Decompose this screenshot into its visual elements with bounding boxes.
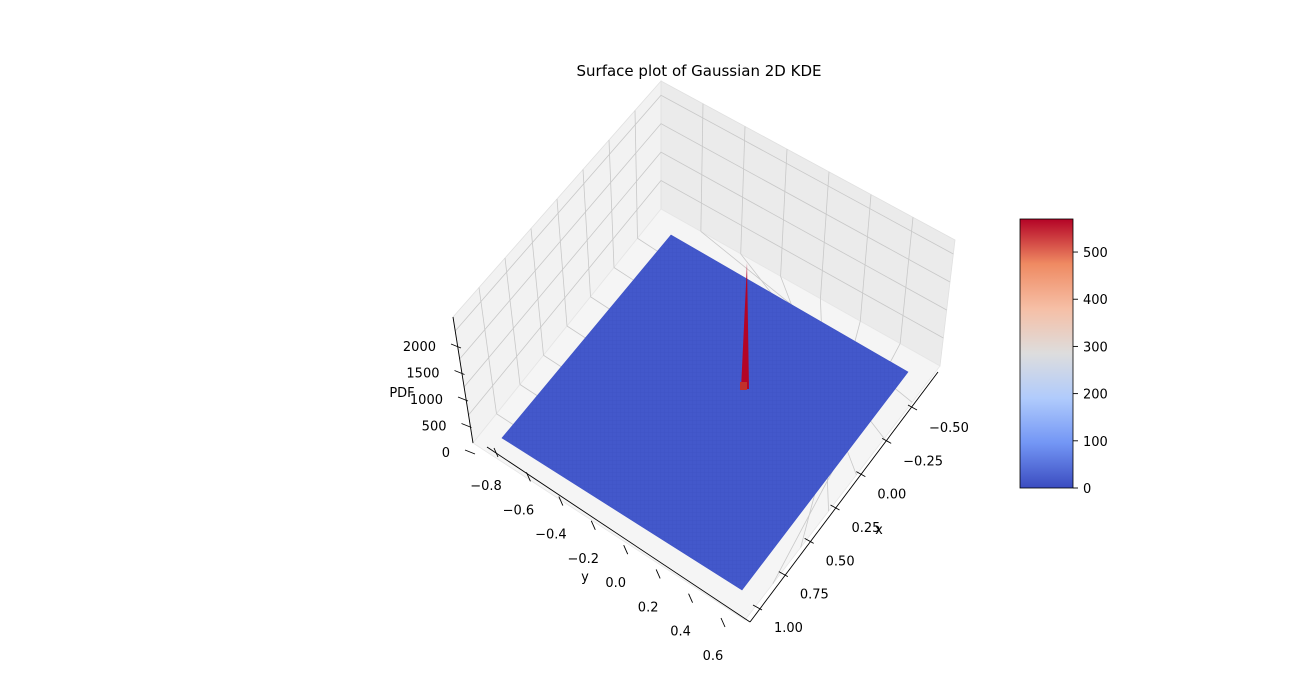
grid-line bbox=[820, 171, 830, 299]
y-tick bbox=[558, 496, 564, 506]
colorbar-tick-label: 500 bbox=[1083, 246, 1108, 261]
grid-line bbox=[582, 169, 591, 297]
x-tick-label: 0.00 bbox=[877, 488, 906, 503]
grid-line bbox=[608, 139, 615, 268]
x-tick bbox=[778, 571, 789, 578]
z-tick-label: 1000 bbox=[410, 393, 443, 408]
colorbar-tick-label: 300 bbox=[1083, 340, 1108, 355]
z-tick bbox=[450, 343, 462, 349]
x-axis-line bbox=[749, 371, 939, 623]
colorbar-tick-label: 200 bbox=[1083, 388, 1108, 403]
x-tick-label: 0.25 bbox=[852, 521, 881, 536]
z-tick-label: 1500 bbox=[406, 367, 439, 382]
z-axis-label: PDF bbox=[389, 386, 414, 401]
x-tick-label: 0.75 bbox=[800, 588, 829, 603]
colorbar-tick-label: 400 bbox=[1083, 293, 1108, 308]
x-tick bbox=[907, 404, 918, 411]
z-ticks: 0 500 1000 1500 2000 bbox=[403, 340, 476, 461]
y-tick-label: −0.8 bbox=[470, 479, 502, 494]
x-tick-label: −0.50 bbox=[929, 421, 969, 436]
colorbar-tick-label: 100 bbox=[1083, 435, 1108, 450]
surface-peak-base bbox=[740, 382, 747, 390]
grid-line bbox=[454, 94, 954, 332]
chart-title: Surface plot of Gaussian 2D KDE bbox=[577, 62, 822, 80]
z-axis-line bbox=[452, 316, 474, 444]
z-tick-label: 0 bbox=[442, 446, 450, 461]
grid-line bbox=[478, 287, 497, 414]
colorbar: 0 100 200 300 400 500 bbox=[1019, 218, 1108, 497]
x-tick bbox=[856, 471, 866, 478]
grid-line bbox=[780, 149, 788, 277]
surface-mesh bbox=[501, 234, 909, 591]
y-tick-label: −0.2 bbox=[567, 552, 599, 567]
z-tick-label: 2000 bbox=[403, 340, 436, 355]
y-tick-label: −0.6 bbox=[503, 503, 535, 518]
z-tick bbox=[454, 370, 465, 375]
y-tick bbox=[688, 593, 693, 603]
y-tick-label: 0.4 bbox=[670, 625, 691, 640]
colorbar-tick-label: 0 bbox=[1083, 482, 1091, 497]
x-tick bbox=[752, 604, 763, 611]
grid-line bbox=[634, 110, 638, 239]
y-tick-label: −0.4 bbox=[535, 528, 567, 543]
y-tick bbox=[655, 569, 661, 579]
y-tick-label: 0.2 bbox=[638, 600, 659, 615]
grid-line bbox=[859, 194, 872, 322]
grid-line bbox=[740, 126, 746, 254]
grid-line bbox=[463, 151, 947, 388]
colorbar-gradient bbox=[1019, 218, 1074, 489]
y-axis-label: y bbox=[581, 570, 589, 585]
grid-line bbox=[556, 198, 568, 327]
x-tick bbox=[830, 504, 840, 511]
surface bbox=[501, 234, 909, 591]
x-axis-label: x bbox=[875, 523, 883, 538]
x-tick bbox=[804, 537, 814, 544]
grid-line bbox=[468, 180, 944, 416]
x-tick-label: 1.00 bbox=[774, 621, 803, 636]
colorbar-ticks: 0 100 200 300 400 500 bbox=[1073, 246, 1108, 497]
y-tick bbox=[493, 447, 499, 458]
y-ticks: −0.8−0.6−0.4−0.2 0.0 0.2 0.4 0.6 bbox=[470, 447, 726, 664]
z-tick bbox=[457, 396, 469, 402]
surface-peak bbox=[741, 263, 749, 389]
y-tick bbox=[526, 472, 531, 482]
z-tick bbox=[464, 449, 476, 455]
z-tick bbox=[461, 423, 472, 428]
x-tick-label: −0.25 bbox=[903, 454, 943, 469]
y-tick bbox=[720, 617, 726, 628]
grid-line bbox=[899, 217, 914, 344]
x-ticks: −0.50 −0.25 0.00 0.25 0.50 0.75 1.00 bbox=[752, 404, 969, 636]
y-tick-label: 0.0 bbox=[605, 576, 626, 591]
grid-line bbox=[700, 103, 704, 232]
y-tick bbox=[590, 520, 596, 531]
axis-lines bbox=[452, 316, 939, 623]
z-tick-label: 500 bbox=[422, 420, 447, 435]
y-tick bbox=[623, 544, 629, 555]
y-axis-line bbox=[486, 446, 751, 623]
x-tick-label: 0.50 bbox=[826, 554, 855, 569]
x-tick bbox=[881, 437, 892, 444]
grid-line bbox=[459, 123, 951, 360]
grid-line bbox=[504, 257, 521, 385]
y-tick-label: 0.6 bbox=[703, 649, 724, 664]
grid-line bbox=[530, 228, 544, 356]
